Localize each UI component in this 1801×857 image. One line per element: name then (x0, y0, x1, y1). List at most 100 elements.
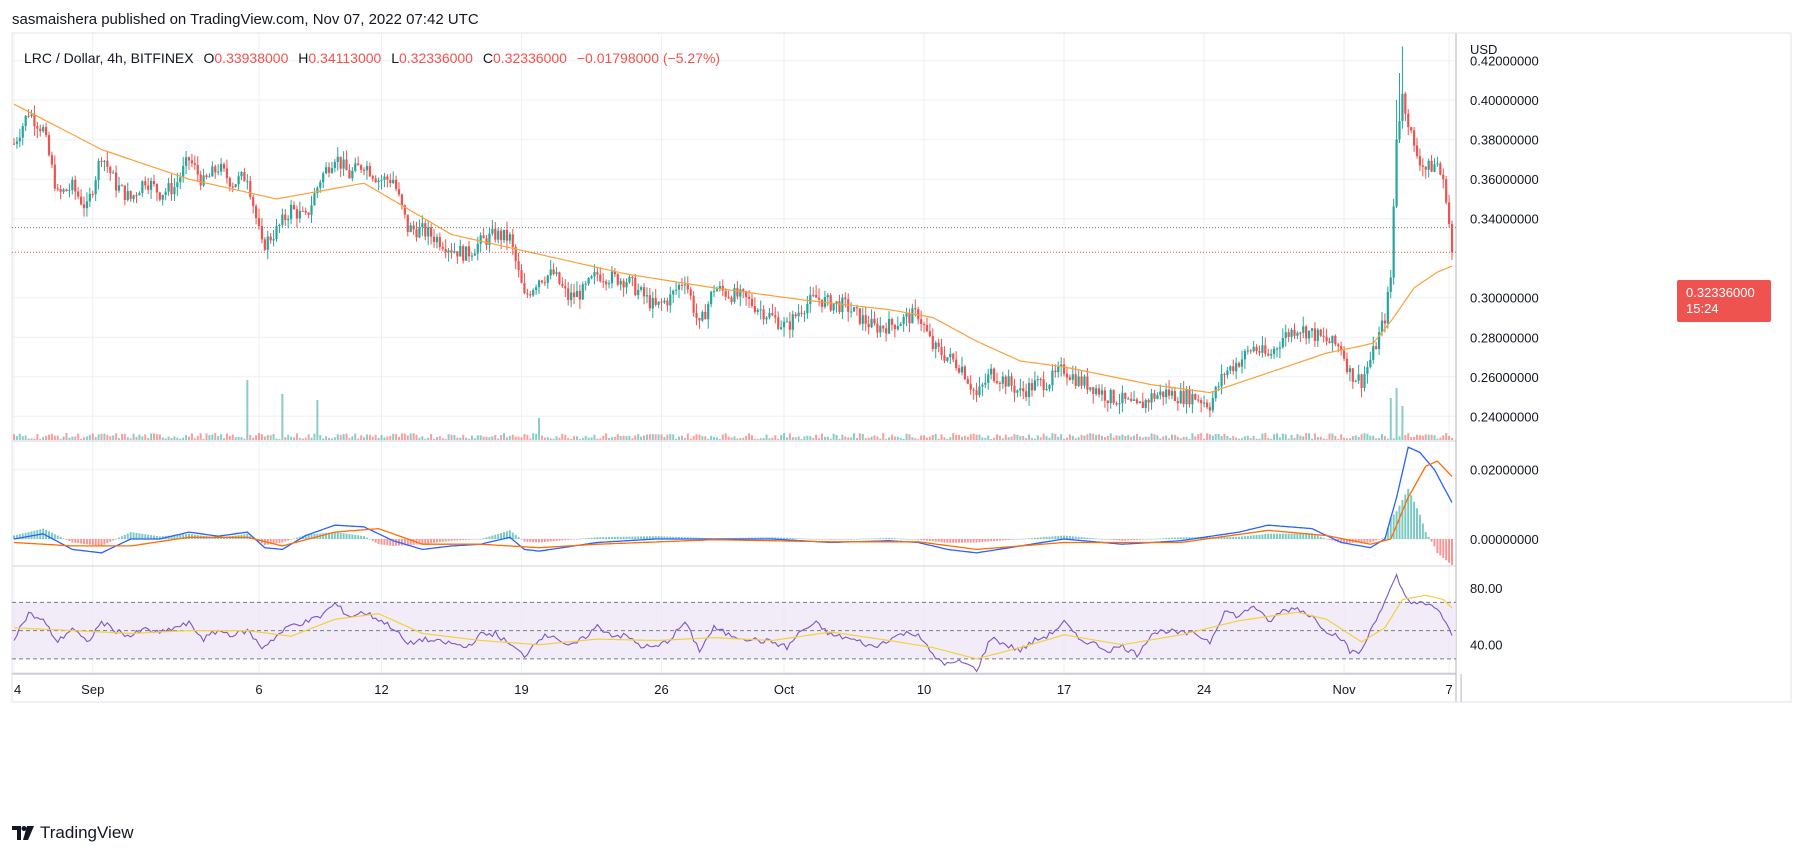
candle (71, 176, 74, 195)
volume-bar (540, 435, 543, 440)
candle-body (508, 234, 511, 241)
candle (1246, 345, 1249, 355)
macd-histogram-bar (155, 535, 158, 540)
macd-histogram-bar (1278, 533, 1281, 540)
volume-bar (1427, 434, 1430, 440)
macd-histogram-bar (564, 539, 567, 541)
candle-body (123, 185, 126, 201)
candle (327, 162, 331, 178)
candle (190, 153, 194, 168)
candle (1019, 378, 1022, 397)
volume-bar (1366, 433, 1369, 440)
macd-histogram-bar (1410, 495, 1413, 540)
candle-body (984, 382, 987, 385)
macd-histogram-bar (820, 539, 823, 540)
volume-bar (158, 434, 161, 440)
macd-histogram-bar (1386, 527, 1389, 540)
volume-bar (199, 433, 202, 440)
candle (896, 316, 899, 331)
macd-histogram-bar (943, 539, 946, 543)
volume-bar (858, 433, 861, 440)
macd-histogram-bar (1068, 536, 1071, 540)
candle (852, 306, 856, 312)
volume-bar (115, 433, 118, 440)
macd-histogram-bar (339, 532, 342, 540)
candle-body (117, 185, 121, 191)
volume-bar (182, 437, 185, 440)
candle-body (1016, 390, 1019, 393)
volume-bar (952, 433, 955, 440)
candle-body (517, 261, 520, 271)
candle (53, 155, 56, 191)
macd-histogram-bar (762, 537, 765, 540)
macd-histogram-bar (969, 539, 972, 543)
candle-body (1022, 388, 1025, 392)
candle (152, 174, 156, 187)
macd-histogram-bar (1001, 539, 1004, 541)
candle (1051, 364, 1054, 392)
candle (412, 221, 415, 235)
candle (1013, 378, 1016, 402)
candle (193, 155, 196, 170)
candle-body (500, 230, 503, 241)
candle (479, 232, 482, 253)
candle-body (1170, 391, 1174, 396)
candle-body (1191, 394, 1194, 405)
volume-bar (771, 437, 774, 440)
candle (266, 230, 269, 260)
volume-bar (383, 437, 386, 440)
candle-body (278, 224, 281, 226)
candle (841, 294, 844, 320)
volume-bar (911, 437, 914, 440)
volume-bar (546, 437, 549, 440)
volume-bar (818, 438, 821, 440)
candle-body (173, 187, 176, 195)
candle-body (1290, 329, 1293, 337)
macd-histogram-bar (106, 539, 109, 544)
candle (135, 192, 138, 204)
volume-bar (56, 435, 59, 440)
candle (995, 372, 999, 385)
volume-bar (240, 437, 243, 440)
candle (590, 275, 593, 280)
candle (450, 243, 453, 259)
time-tick-label: 7 (1445, 682, 1452, 697)
candle (205, 173, 208, 180)
volume-bar (68, 437, 71, 440)
candle (578, 284, 581, 310)
candle-body (488, 233, 491, 246)
macd-histogram-bar (1284, 533, 1287, 540)
candle-body (1380, 320, 1384, 333)
candle (517, 252, 520, 278)
volume-bar (1351, 436, 1354, 440)
candle (161, 194, 164, 206)
candle-body (879, 325, 882, 333)
volume-bar (960, 436, 963, 440)
tradingview-footer[interactable]: TradingView (12, 823, 134, 843)
candle (272, 230, 275, 247)
volume-bar (1063, 438, 1066, 440)
candle-body (1080, 376, 1083, 386)
price-tick-label: 0.30000000 (1470, 291, 1539, 306)
macd-histogram-bar (514, 534, 517, 540)
candle-body (1305, 326, 1308, 339)
candle-body (780, 327, 783, 329)
macd-histogram-bar (1092, 538, 1095, 540)
volume-bar (1290, 435, 1293, 440)
macd-histogram-bar (1191, 537, 1194, 540)
candle-body (1418, 156, 1422, 166)
candle-body (91, 193, 94, 195)
candle-body (18, 137, 21, 142)
macd-histogram-bar (1051, 536, 1054, 540)
candle (707, 301, 710, 329)
volume-bar (1106, 435, 1109, 440)
candle (1103, 386, 1106, 408)
candle (342, 151, 345, 177)
volume-bar (1255, 438, 1258, 440)
volume-bar (680, 435, 683, 440)
macd-histogram-bar (1156, 538, 1159, 540)
macd-histogram-bar (1074, 536, 1077, 540)
volume-bar (301, 438, 304, 440)
candle (438, 232, 441, 251)
